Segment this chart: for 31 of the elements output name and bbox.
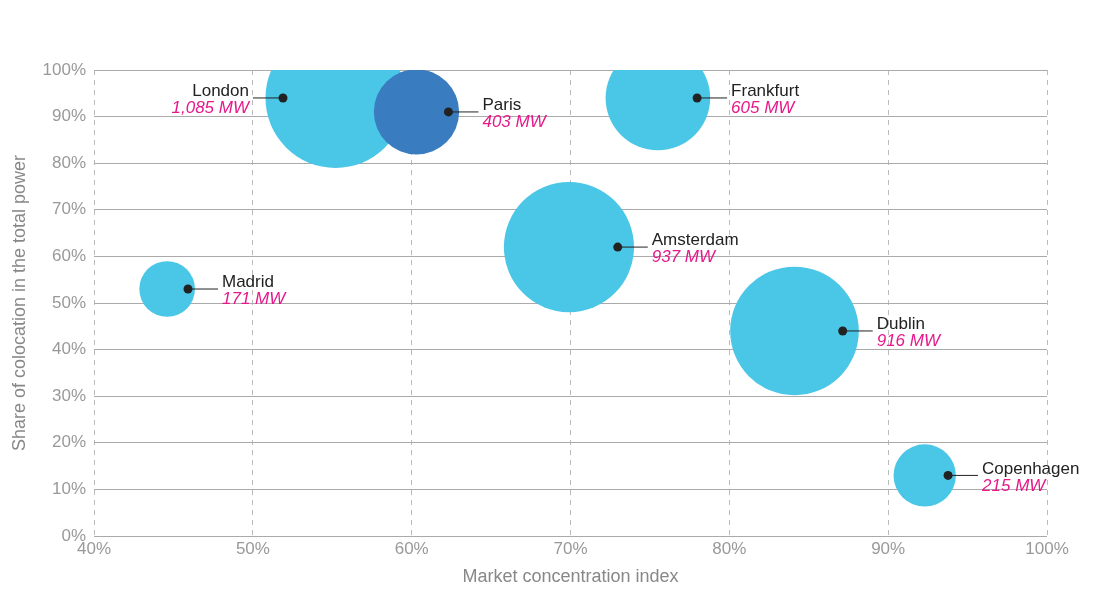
series-label: London — [192, 81, 249, 101]
series-label: Dublin — [876, 314, 925, 334]
y-axis-title: Share of colocation in the total power — [8, 154, 29, 452]
annotation: 916 MW — [876, 331, 942, 351]
series-label: Amsterdam — [651, 230, 739, 250]
y-tick-label: 20% — [52, 432, 87, 452]
x-axis-title: Market concentration index — [462, 566, 679, 587]
x-tick-label: 100% — [1025, 538, 1069, 558]
annotation: 605 MW — [731, 98, 797, 118]
annotation: 403 MW — [482, 112, 548, 132]
series-label: Madrid — [222, 272, 274, 292]
y-tick-label: 70% — [52, 199, 87, 219]
y-tick-label: 10% — [52, 479, 87, 499]
y-tick-label: 50% — [52, 292, 87, 312]
y-tick-label: 40% — [52, 339, 87, 359]
series-label: Frankfurt — [731, 81, 800, 101]
y-tick-label: 80% — [52, 152, 87, 172]
x-tick-label: 60% — [394, 538, 429, 558]
annotation: 937 MW — [651, 247, 717, 267]
y-tick-label: 30% — [52, 385, 87, 405]
annotation: 171 MW — [222, 289, 288, 309]
y-tick-label: 100% — [42, 59, 87, 79]
y-tick-label: 60% — [52, 246, 87, 266]
series-label: Paris — [482, 95, 522, 115]
x-tick-label: 50% — [235, 538, 270, 558]
series-label: Copenhagen — [982, 458, 1080, 478]
annotation: 1,085 MW — [171, 98, 251, 118]
x-tick-label: 90% — [871, 538, 906, 558]
x-tick-label: 70% — [553, 538, 588, 558]
x-tick-label: 80% — [712, 538, 747, 558]
y-tick-label: 90% — [52, 106, 87, 126]
